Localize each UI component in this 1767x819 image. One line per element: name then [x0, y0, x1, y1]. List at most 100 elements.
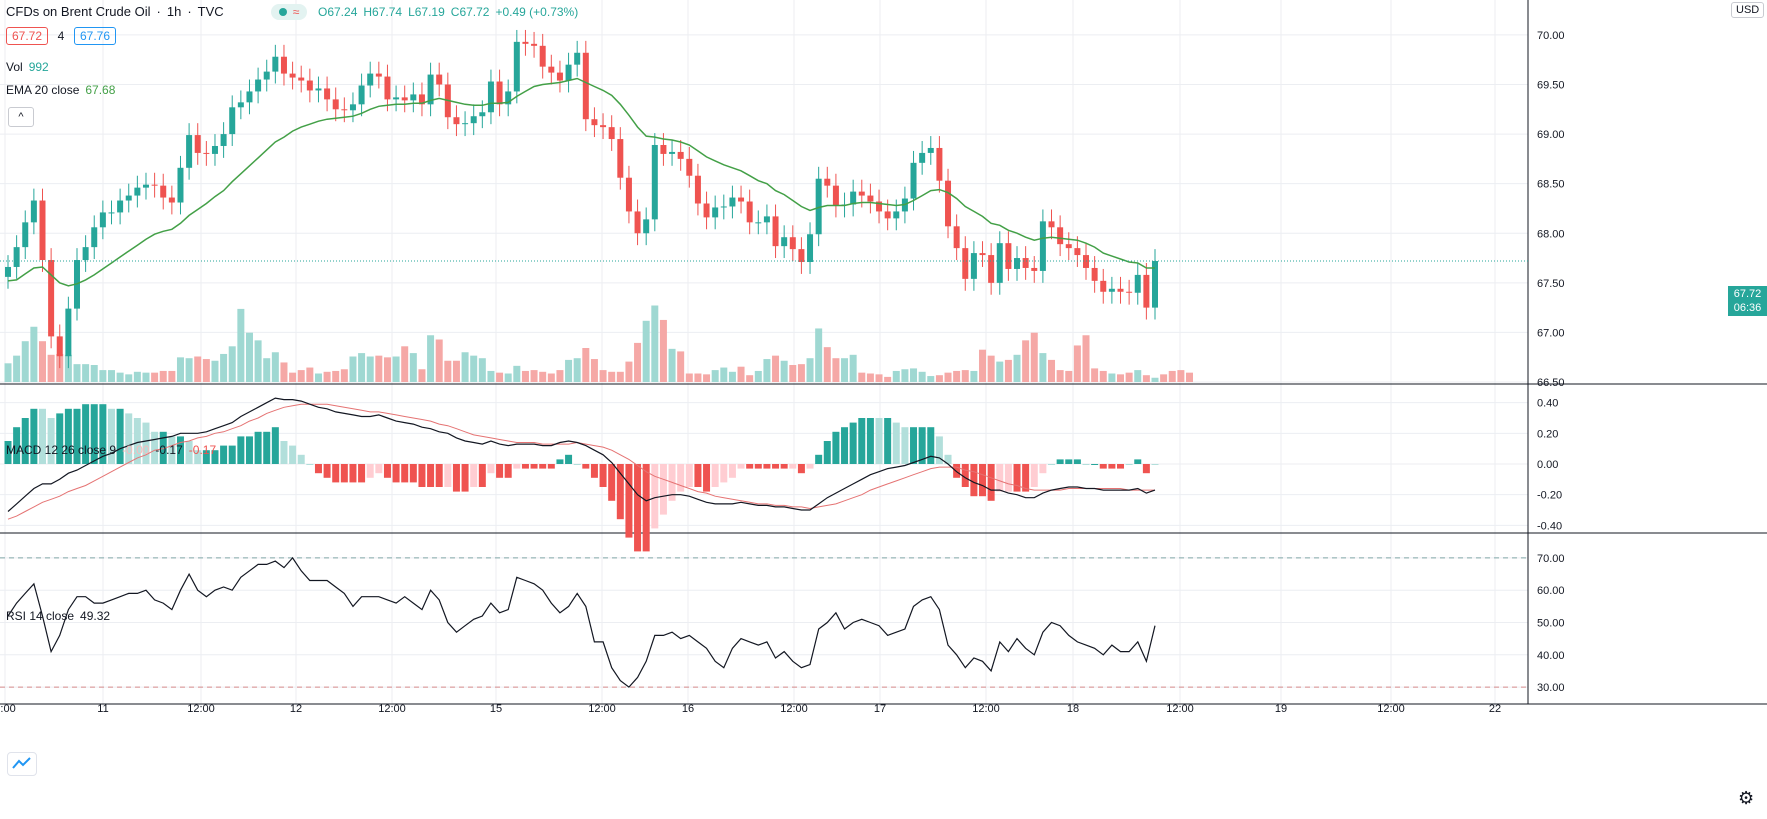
macd-histogram-bar: [263, 431, 271, 464]
ema-value: 67.68: [85, 83, 116, 97]
time-axis-label: 16: [682, 703, 694, 715]
candle-body: [48, 260, 55, 337]
macd-legend: MACD 12 26 close 9 -0.00 -0.17 -0.17: [6, 443, 222, 457]
macd-axis-label: 0.00: [1537, 459, 1558, 471]
volume-bar: [927, 376, 935, 382]
macd-histogram-bar: [478, 464, 486, 487]
volume-bar: [711, 370, 719, 382]
macd-histogram-bar: [772, 464, 780, 469]
candle-body: [418, 94, 425, 105]
volume-bar: [1004, 359, 1012, 382]
macd-histogram-bar: [151, 431, 159, 464]
volume-bar: [849, 354, 857, 382]
high-value: H67.74: [363, 5, 403, 19]
volume-bar: [1091, 368, 1099, 382]
macd-histogram-bar: [806, 464, 814, 469]
time-axis-label: 12:00: [187, 703, 215, 715]
rsi-axis-label: 50.00: [1537, 618, 1565, 630]
time-axis-label: 19: [1275, 703, 1287, 715]
macd-histogram-bar: [418, 464, 426, 487]
collapse-legend-button[interactable]: ^: [8, 107, 34, 127]
volume-bar: [159, 370, 167, 382]
volume-bar: [211, 360, 219, 382]
macd-histogram-bar: [194, 450, 202, 464]
rsi-label[interactable]: RSI 14 close: [6, 609, 75, 623]
macd-histogram-bar: [176, 436, 184, 464]
candle-body: [186, 135, 193, 168]
volume-bar: [1142, 375, 1150, 382]
candle-body: [548, 66, 555, 73]
time-axis-label: 2:00: [0, 703, 16, 715]
rsi-axis-label: 30.00: [1537, 682, 1565, 694]
time-axis-label: 22: [1489, 703, 1501, 715]
macd-histogram-bar: [1004, 464, 1012, 492]
symbol-name[interactable]: CFDs on Brent Crude Oil: [6, 4, 151, 19]
volume-bar: [987, 355, 995, 382]
volume-bar: [884, 376, 892, 382]
macd-histogram-bar: [496, 464, 504, 478]
volume-bar: [366, 356, 374, 382]
macd-histogram-bar: [858, 418, 866, 464]
ema-label[interactable]: EMA 20 close: [6, 83, 80, 97]
volume-bar: [832, 358, 840, 382]
candle-body: [807, 234, 814, 263]
candle-body: [65, 308, 72, 357]
macd-histogram-bar: [383, 464, 391, 478]
macd-histogram-bar: [1117, 464, 1125, 469]
candle-body: [531, 43, 538, 46]
change-value: +0.49 (+0.73%): [495, 5, 579, 19]
candle-body: [1108, 288, 1115, 292]
volume-bar: [892, 370, 900, 382]
currency-selector[interactable]: USD: [1731, 2, 1765, 18]
candle-body: [660, 144, 667, 154]
candle-body: [1065, 244, 1072, 249]
sell-price-button[interactable]: 67.72: [6, 27, 49, 45]
macd-histogram-bar: [340, 464, 348, 483]
compare-icon[interactable]: [7, 752, 37, 776]
volume-label[interactable]: Vol: [6, 60, 23, 74]
rsi-value: 49.32: [80, 609, 111, 623]
volume-bar: [875, 374, 883, 382]
settings-gear-icon[interactable]: ⚙: [1738, 788, 1755, 808]
macd-histogram-bar: [901, 427, 909, 464]
volume-bar: [1056, 370, 1064, 382]
price-axis-label: 67.00: [1537, 327, 1565, 339]
macd-label[interactable]: MACD 12 26 close 9: [6, 443, 117, 457]
ema-line: [7, 77, 1155, 287]
volume-bar: [13, 355, 21, 382]
macd-histogram-bar: [435, 464, 443, 487]
volume-bar: [582, 348, 590, 382]
volume-bar: [1160, 374, 1168, 382]
market-status-badge[interactable]: ≈: [271, 4, 307, 20]
time-axis-label: 12:00: [780, 703, 808, 715]
candle-body: [677, 151, 684, 159]
volume-bar: [452, 360, 460, 382]
volume-bar: [910, 368, 918, 382]
volume-bar: [47, 354, 55, 382]
macd-histogram-bar: [573, 464, 581, 465]
interval-label[interactable]: 1h: [166, 4, 182, 19]
macd-histogram-bar: [461, 464, 469, 492]
volume-bar: [918, 371, 926, 382]
candle-body: [953, 226, 960, 249]
macd-histogram-bar: [107, 408, 115, 464]
price-axis-label: 69.50: [1537, 80, 1565, 92]
macd-histogram-bar: [375, 464, 383, 474]
candle-body: [625, 177, 632, 212]
macd-signal-line: [7, 403, 1155, 520]
candle-body: [1031, 267, 1038, 271]
macd-histogram-bar: [366, 464, 374, 478]
candle-body: [367, 73, 374, 86]
volume-bar: [151, 372, 159, 382]
candle-body: [522, 41, 529, 44]
volume-bar: [375, 355, 383, 382]
market-open-dot: [278, 8, 287, 16]
open-value: O67.24: [318, 5, 358, 19]
volume-bar: [1048, 359, 1056, 382]
buy-price-button[interactable]: 67.76: [73, 27, 116, 45]
macd-histogram-bar: [427, 464, 435, 487]
candle-body: [341, 109, 348, 111]
macd-histogram-bar: [332, 464, 340, 483]
macd-histogram-bar: [64, 408, 72, 464]
